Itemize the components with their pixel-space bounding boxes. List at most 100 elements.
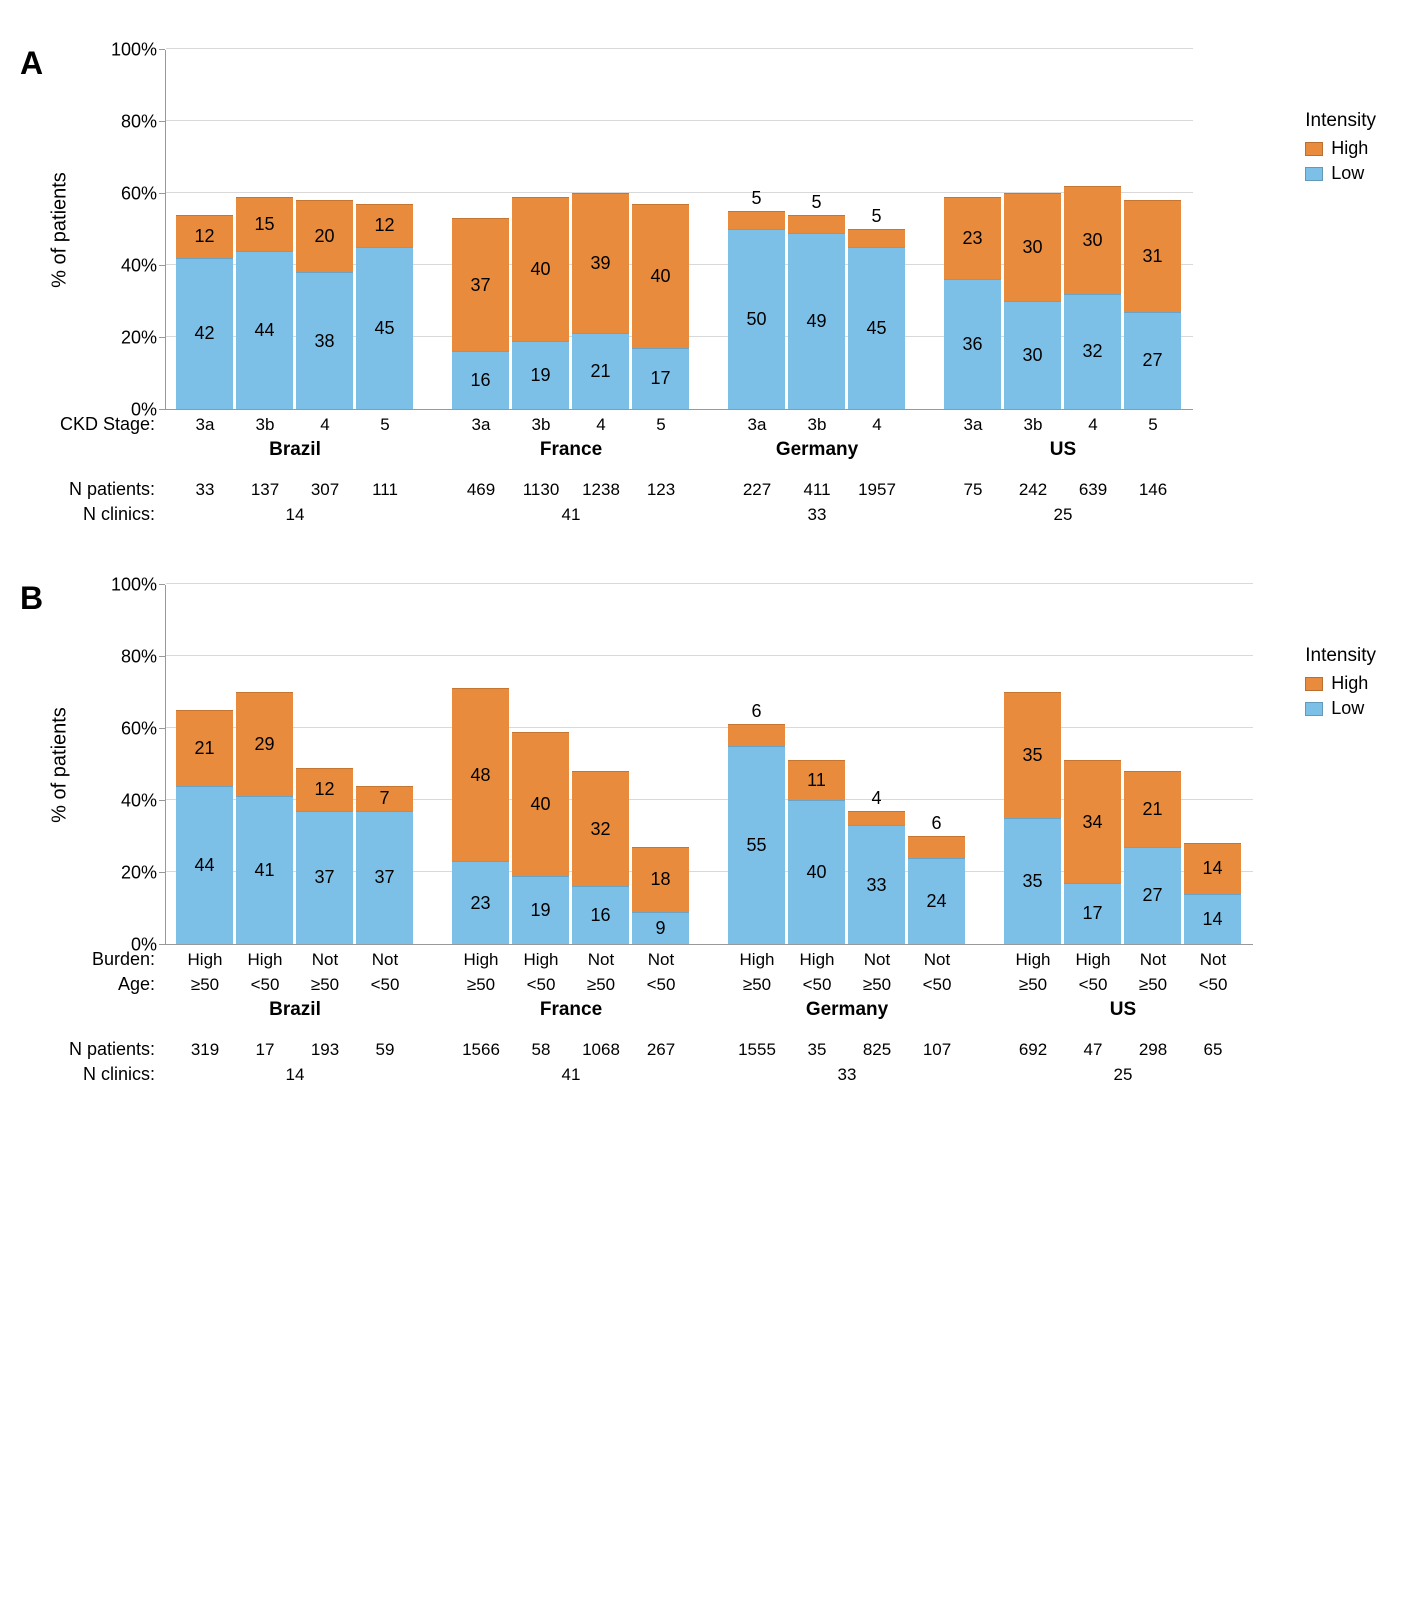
bar: 1414 <box>1184 585 1241 944</box>
legend-label: High <box>1331 138 1368 159</box>
x-cell: High <box>1003 950 1063 970</box>
bar-segment-low: 16 <box>572 886 629 944</box>
x-cell: 5 <box>1123 415 1183 435</box>
bar-segment-low: 36 <box>944 279 1001 409</box>
bar: 2127 <box>1124 585 1181 944</box>
y-tick: 0% <box>131 935 157 956</box>
x-cell: 1238 <box>571 480 631 500</box>
bar: 3127 <box>1124 50 1181 409</box>
x-cell: 58 <box>511 1040 571 1060</box>
bar-segment-low: 27 <box>1124 312 1181 409</box>
bar-segment-low: 38 <box>296 272 353 409</box>
x-cell: ≥50 <box>451 975 511 995</box>
country-label: France <box>451 439 691 461</box>
bar: 1140 <box>788 585 845 944</box>
x-cell: 193 <box>295 1040 355 1060</box>
x-cell: ≥50 <box>847 975 907 995</box>
x-cell: 3a <box>943 415 1003 435</box>
bar-segment-low: 35 <box>1004 818 1061 944</box>
x-cell: 1957 <box>847 480 907 500</box>
legend-swatch <box>1305 677 1323 691</box>
country-label: Brazil <box>175 439 415 461</box>
bar-segment-high: 18 <box>632 847 689 912</box>
x-cell: 1068 <box>571 1040 631 1060</box>
country-group: 1242154420381245 <box>176 50 416 409</box>
nclinics-cell: 41 <box>451 505 691 525</box>
bar-segment-low: 19 <box>512 876 569 944</box>
bar-segment-low: 41 <box>236 796 293 944</box>
bar: 655 <box>728 585 785 944</box>
x-cell: 298 <box>1123 1040 1183 1060</box>
legend-item: High <box>1305 673 1376 694</box>
x-cell: 267 <box>631 1040 691 1060</box>
bar-segment-high: 34 <box>1064 760 1121 882</box>
x-cell: Not <box>295 950 355 970</box>
bar-segment-low: 24 <box>908 858 965 944</box>
bar-segment-high <box>788 215 845 233</box>
country-group: 482340193216189 <box>452 585 692 944</box>
x-cell: 639 <box>1063 480 1123 500</box>
bar-segment-low: 44 <box>176 786 233 944</box>
x-cell: 146 <box>1123 480 1183 500</box>
x-cell: 4 <box>847 415 907 435</box>
plot-region: 2144294112377374823401932161896551140433… <box>165 585 1253 945</box>
x-cell: Not <box>847 950 907 970</box>
x-cell: 33 <box>175 480 235 500</box>
x-cell: ≥50 <box>175 975 235 995</box>
x-cell: High <box>175 950 235 970</box>
x-cell: High <box>787 950 847 970</box>
bar-segment-high: 21 <box>1124 771 1181 847</box>
x-cell: 4 <box>295 415 355 435</box>
y-axis-label: % of patients <box>49 707 72 823</box>
y-tick: 20% <box>121 328 157 349</box>
legend-label: Low <box>1331 698 1364 719</box>
bar: 550 <box>728 50 785 409</box>
x-cell: 242 <box>1003 480 1063 500</box>
x-row-label: N patients: <box>55 479 165 500</box>
x-cell: 107 <box>907 1040 967 1060</box>
country-group: 3716401939214017 <box>452 50 692 409</box>
bar: 4019 <box>512 585 569 944</box>
bar-segment-low: 37 <box>296 811 353 944</box>
legend-title: Intensity <box>1305 645 1376 667</box>
x-cell: High <box>235 950 295 970</box>
bar-segment-high: 35 <box>1004 692 1061 818</box>
x-cell: <50 <box>511 975 571 995</box>
bar-segment-high <box>908 836 965 858</box>
country-label: US <box>1003 999 1243 1021</box>
bar-segment-low: 27 <box>1124 847 1181 944</box>
x-row-label: Age: <box>55 974 165 995</box>
bar-segment-low: 14 <box>1184 894 1241 944</box>
bar-segment-high: 48 <box>452 688 509 861</box>
x-cell: 825 <box>847 1040 907 1060</box>
bar-value-high: 4 <box>848 788 905 809</box>
bar-segment-high: 11 <box>788 760 845 800</box>
bar: 4823 <box>452 585 509 944</box>
bar-segment-high <box>848 229 905 247</box>
bar-segment-low: 17 <box>632 348 689 409</box>
country-group: 3535341721271414 <box>1004 585 1244 944</box>
bar: 4019 <box>512 50 569 409</box>
bar-value-high: 5 <box>728 188 785 209</box>
bar-segment-high: 14 <box>1184 843 1241 893</box>
y-tick: 80% <box>121 112 157 133</box>
country-group: 2336303030323127 <box>944 50 1184 409</box>
legend-label: Low <box>1331 163 1364 184</box>
bar: 737 <box>356 585 413 944</box>
bar: 189 <box>632 585 689 944</box>
bar-segment-high: 29 <box>236 692 293 796</box>
y-tick: 60% <box>121 184 157 205</box>
bar: 1245 <box>356 50 413 409</box>
bar: 2144 <box>176 585 233 944</box>
bar: 3535 <box>1004 585 1061 944</box>
bar-segment-high: 32 <box>572 771 629 886</box>
bar-segment-high <box>728 211 785 229</box>
x-cell: 3b <box>787 415 847 435</box>
country-label: France <box>451 999 691 1021</box>
x-cell: 5 <box>355 415 415 435</box>
bar-segment-high: 12 <box>356 204 413 247</box>
bar: 1237 <box>296 585 353 944</box>
x-cell: 3a <box>451 415 511 435</box>
bar-segment-low: 33 <box>848 825 905 944</box>
bar-segment-high: 12 <box>296 768 353 811</box>
